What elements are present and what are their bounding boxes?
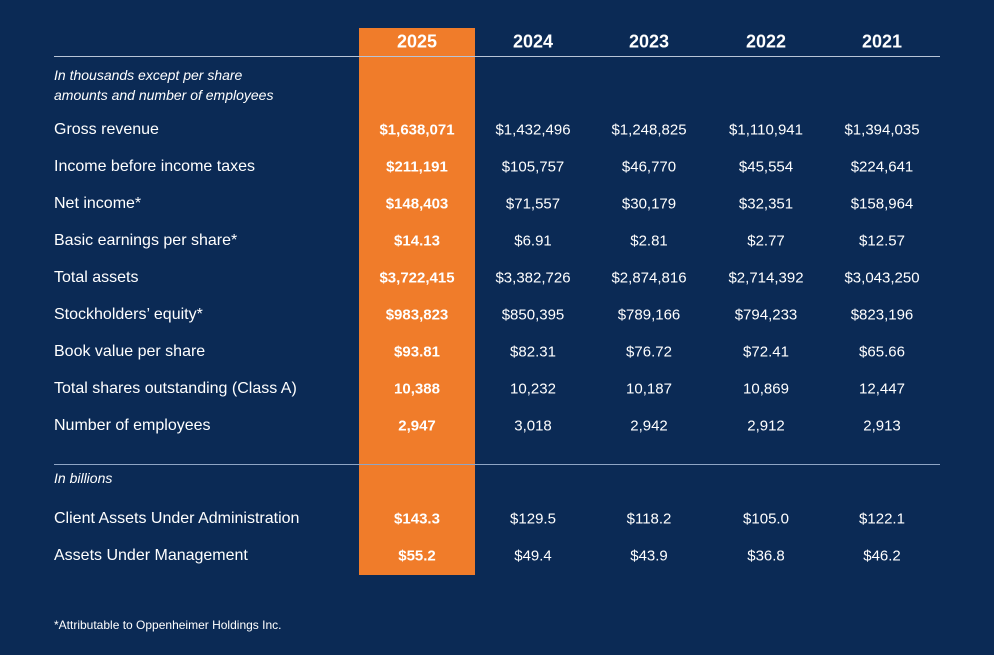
cell-value: $45,554	[738, 158, 794, 176]
cell-value: 2,942	[630, 417, 668, 435]
cell-value: $76.72	[626, 343, 672, 361]
cell-value: $65.66	[859, 343, 905, 361]
cell-value: $118.2	[626, 510, 672, 528]
cell-value: $122.1	[859, 510, 905, 528]
section-rule	[54, 464, 940, 465]
row-label: Assets Under Management	[54, 547, 248, 564]
row-label: Total assets	[54, 269, 139, 286]
cell-value: $49.4	[514, 547, 552, 565]
cell-value: $2,874,816	[611, 269, 687, 287]
row-label: Basic earnings per share*	[54, 232, 238, 249]
cell-value: $6.91	[514, 232, 552, 250]
section-note: In thousands except per share	[54, 67, 243, 83]
cell-value: $1,638,071	[379, 121, 455, 139]
cell-value: $55.2	[398, 547, 436, 565]
cell-value: $2,714,392	[728, 269, 804, 287]
cell-value: $105.0	[743, 510, 789, 528]
cell-value: $211,191	[386, 158, 448, 176]
cell-value: $3,382,726	[495, 269, 571, 287]
cell-value: $46.2	[863, 547, 901, 565]
row-label: Gross revenue	[54, 121, 159, 138]
header-rule	[54, 56, 940, 57]
cell-value: $36.8	[747, 547, 785, 565]
cell-value: 12,447	[859, 380, 905, 398]
cell-value: $3,043,250	[844, 269, 920, 287]
column-header: 2021	[861, 31, 903, 52]
cell-value: 2,947	[398, 417, 436, 435]
row-label: Income before income taxes	[54, 158, 255, 175]
cell-value: $2.81	[630, 232, 668, 250]
cell-value: $14.13	[394, 232, 440, 250]
row-label: Net income*	[54, 195, 142, 212]
row-label: Book value per share	[54, 343, 206, 360]
cell-value: $224,641	[850, 158, 914, 176]
column-header: 2022	[745, 31, 787, 52]
column-header: 2025	[396, 31, 438, 52]
cell-value: $12.57	[859, 232, 905, 250]
column-header: 2024	[512, 31, 554, 52]
section-note: amounts and number of employees	[54, 87, 274, 103]
cell-value: $93.81	[394, 343, 440, 361]
cell-value: 10,869	[743, 380, 789, 398]
cell-value: $1,394,035	[844, 121, 920, 139]
row-label: Number of employees	[54, 417, 211, 434]
cell-value: $71,557	[505, 195, 561, 213]
cell-value: 3,018	[514, 417, 552, 435]
cell-value: $148,403	[385, 195, 449, 213]
cell-value: $143.3	[394, 510, 440, 528]
cell-value: $2.77	[747, 232, 785, 250]
cell-value: $158,964	[850, 195, 914, 213]
cell-value: $3,722,415	[379, 269, 455, 287]
cell-value: $1,432,496	[495, 121, 571, 139]
cell-value: $794,233	[734, 306, 798, 324]
cell-value: $823,196	[850, 306, 914, 324]
cell-value: $105,757	[501, 158, 565, 176]
column-header: 2023	[628, 31, 670, 52]
cell-value: $30,179	[621, 195, 677, 213]
cell-value: $1,110,941	[729, 121, 803, 139]
cell-value: $850,395	[501, 306, 565, 324]
row-label: Stockholders’ equity*	[54, 306, 203, 323]
section-note: In billions	[54, 470, 113, 486]
cell-value: $1,248,825	[611, 121, 687, 139]
cell-value: $46,770	[621, 158, 677, 176]
cell-value: 2,913	[863, 417, 901, 435]
highlight-column	[359, 28, 475, 575]
cell-value: 10,388	[394, 380, 440, 398]
cell-value: 2,912	[747, 417, 785, 435]
cell-value: $82.31	[510, 343, 556, 361]
cell-value: 10,187	[626, 380, 672, 398]
cell-value: 10,232	[510, 380, 556, 398]
cell-value: $72.41	[743, 343, 789, 361]
row-label: Total shares outstanding (Class A)	[54, 380, 297, 397]
footnote: *Attributable to Oppenheimer Holdings In…	[54, 618, 282, 632]
cell-value: $32,351	[738, 195, 794, 213]
cell-value: $129.5	[510, 510, 556, 528]
cell-value: $789,166	[617, 306, 681, 324]
row-label: Client Assets Under Administration	[54, 510, 300, 527]
cell-value: $43.9	[630, 547, 668, 565]
cell-value: $983,823	[385, 306, 449, 324]
